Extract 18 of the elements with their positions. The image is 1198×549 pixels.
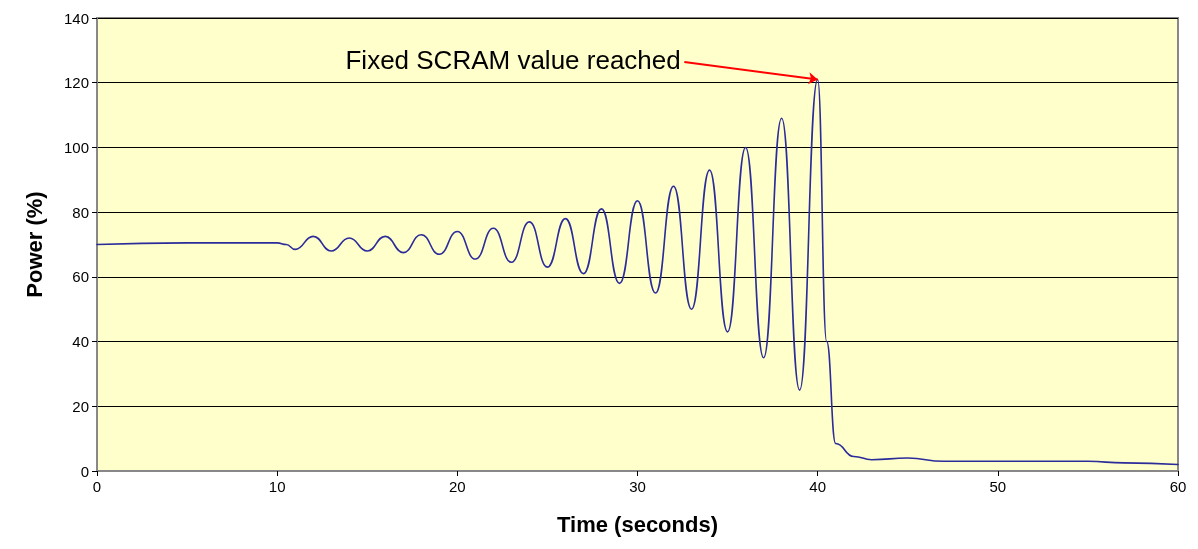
y-tick-label: 140 — [63, 9, 89, 27]
x-tick-label: 60 — [1169, 478, 1187, 495]
y-tick-label: 80 — [72, 203, 89, 221]
y-tick-label: 40 — [72, 333, 89, 351]
y-tick-label: 60 — [72, 268, 89, 286]
x-tick-label: 10 — [268, 478, 286, 495]
y-tick-label: 100 — [63, 138, 89, 156]
x-axis-title: Time (seconds) — [557, 511, 718, 537]
y-tick-label: 0 — [80, 462, 89, 480]
y-tick-label: 20 — [72, 397, 89, 415]
y-tick-label: 120 — [63, 74, 89, 92]
x-tick-label: 30 — [629, 478, 646, 495]
x-tick-label: 50 — [989, 478, 1007, 495]
x-tick-label: 0 — [92, 478, 102, 495]
y-axis-title: Power (%) — [21, 191, 47, 298]
x-tick-label: 20 — [448, 478, 466, 495]
x-tick-label: 40 — [809, 478, 827, 495]
annotation: Fixed SCRAM value reached — [345, 45, 681, 76]
